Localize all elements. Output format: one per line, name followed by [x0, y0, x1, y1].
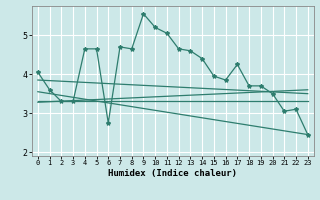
X-axis label: Humidex (Indice chaleur): Humidex (Indice chaleur): [108, 169, 237, 178]
